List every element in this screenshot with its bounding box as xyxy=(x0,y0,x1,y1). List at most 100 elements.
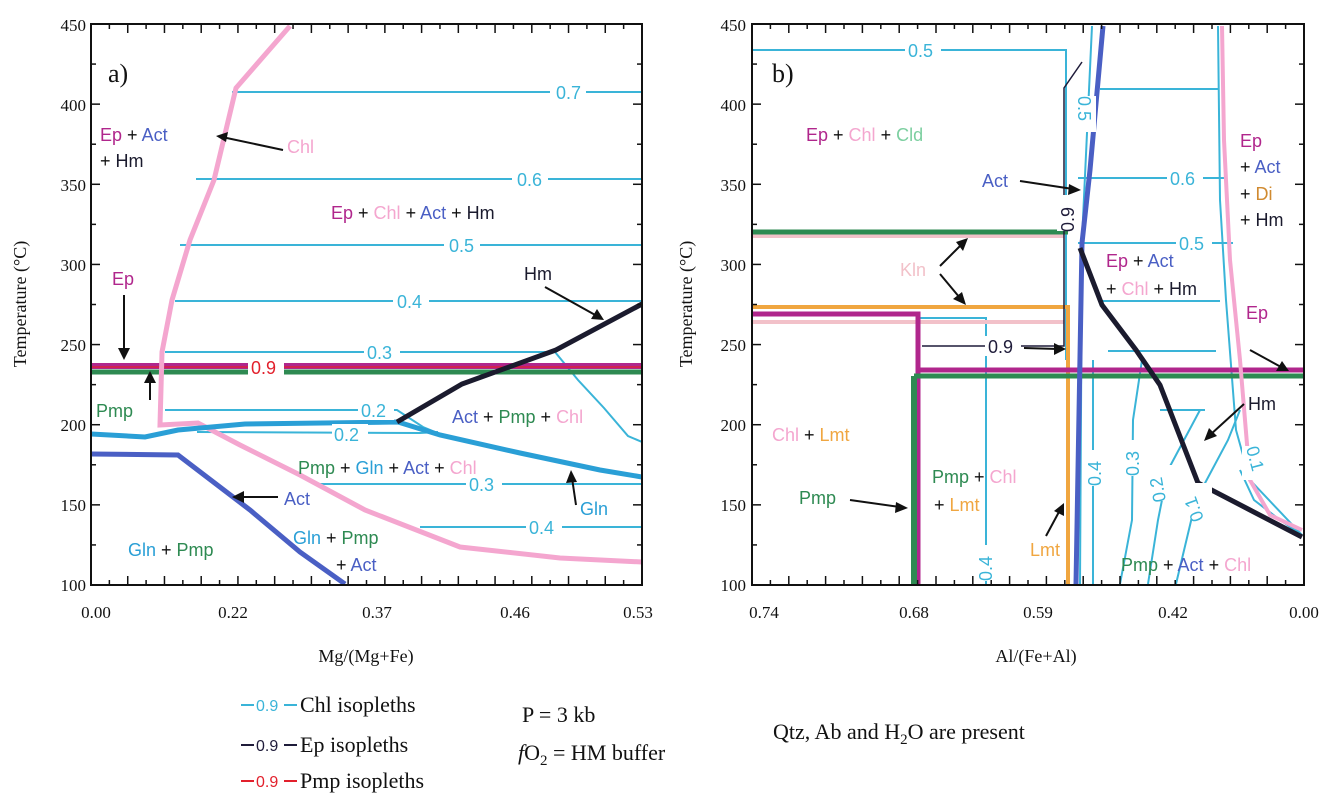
y-tick-label: 150 xyxy=(61,496,87,515)
x-tick-label: 0.22 xyxy=(218,603,248,622)
field-ep-act-hm: Ep + Act xyxy=(100,125,168,145)
curve-label-ep-b: Ep xyxy=(1246,303,1268,323)
field-ep-act-chl-hm: Ep + Act xyxy=(1106,251,1174,271)
curve-label-hm: Hm xyxy=(524,264,552,284)
y-tick-label: 300 xyxy=(61,256,87,275)
field-chl-lmt: Chl + Lmt xyxy=(772,425,850,445)
panel-a: 0.7 0.6 0.5 0.4 0.3 0.9 0.2 0.2 0.3 0.4 … xyxy=(10,16,653,667)
arrow-ep-b xyxy=(1249,349,1282,368)
panel-b-label: b) xyxy=(772,59,794,88)
ep-boundary-right xyxy=(1220,25,1303,532)
isopleth-label: 0.5 xyxy=(908,41,933,61)
field-act-pmp-chl: Act + Pmp + Chl xyxy=(452,407,583,427)
y-tick-label: 350 xyxy=(721,176,747,195)
panel-a-label: a) xyxy=(108,59,128,88)
x-tick-label: 0.37 xyxy=(362,603,392,622)
arrowhead xyxy=(953,292,966,305)
arrowhead xyxy=(232,491,244,503)
arrowhead xyxy=(118,348,130,360)
y-tick-label: 200 xyxy=(721,416,747,435)
arrow-hm xyxy=(544,286,598,317)
pressure-condition: P = 3 kb xyxy=(522,702,595,727)
arrowhead xyxy=(566,470,577,483)
isopleth-label: 0.4 xyxy=(397,292,422,312)
isopleth-label: 0.3 xyxy=(469,475,494,495)
arrow-lmt-b xyxy=(1045,509,1061,537)
isopleth-label: 0.3 xyxy=(1123,451,1143,476)
field-ep-act-di-hm: Ep xyxy=(1240,131,1262,151)
arrow-pmp-b xyxy=(849,499,901,508)
panel-a-x-tick-labels: 0.00 0.22 0.37 0.46 0.53 xyxy=(81,603,653,622)
arrow-kln-up xyxy=(939,243,963,267)
panel-b-x-tick-labels: 0.74 0.68 0.59 0.42 0.00 xyxy=(749,603,1319,622)
panel-a-ylabel: Temperature (°C) xyxy=(10,241,31,367)
chl-boundary xyxy=(157,24,642,565)
hm-boundary xyxy=(395,301,642,425)
legend-item-pmp: 0.9 Pmp isopleths xyxy=(241,768,424,793)
y-tick-label: 400 xyxy=(61,96,87,115)
field-pmp-chl-lmt: Pmp + Chl xyxy=(932,467,1017,487)
isopleth-label: 0.5 xyxy=(449,236,474,256)
y-tick-label: 250 xyxy=(721,336,747,355)
y-tick-label: 150 xyxy=(721,496,747,515)
x-tick-label: 0.68 xyxy=(899,603,929,622)
arrow-kln-down xyxy=(939,273,961,299)
arrowhead xyxy=(216,132,228,142)
chl-isopleth-low xyxy=(920,317,987,584)
panel-a-field-labels: Ep + Act + Hm Ep + Chl + Act + Hm Act + … xyxy=(96,125,608,575)
x-tick-label: 0.74 xyxy=(749,603,779,622)
panel-b-ticks xyxy=(751,23,1305,586)
isopleth-label: 0.9 xyxy=(1058,207,1078,232)
y-tick-label: 450 xyxy=(721,16,747,35)
legend-text-ep: Ep isopleths xyxy=(300,732,408,757)
panel-a-isopleth-labels: 0.7 0.6 0.5 0.4 0.3 0.9 0.2 0.2 0.3 0.4 xyxy=(248,82,586,538)
curve-label-pmp: Pmp xyxy=(96,401,133,421)
x-tick-label: 0.59 xyxy=(1023,603,1053,622)
curve-label-act-b: Act xyxy=(982,171,1008,191)
curve-label-lmt-b: Lmt xyxy=(1030,540,1060,560)
isopleth-label: 0.4 xyxy=(1085,461,1105,486)
panel-a-y-tick-labels: 100 150 200 250 300 350 400 450 xyxy=(61,16,87,595)
chl-isopleth-03-upper xyxy=(165,351,642,443)
curve-label-kln: Kln xyxy=(900,260,926,280)
panel-a-ticks xyxy=(90,23,643,586)
arrowhead xyxy=(1054,343,1066,355)
arrowhead xyxy=(591,309,604,320)
panel-b: 0.5 0.5 0.6 0.5 0.9 0.9 0.4 0.4 0.3 0.2 … xyxy=(676,16,1319,667)
fo2-condition: fO2 = HM buffer xyxy=(518,740,666,769)
arrowhead xyxy=(144,371,156,383)
field-pmp-act-chl: Pmp + Act + Chl xyxy=(1121,555,1251,575)
isopleth-label: 0.5 xyxy=(1179,234,1204,254)
field-ep-act-di-hm-line2: + Act xyxy=(1240,157,1281,177)
ep-boundary-b xyxy=(752,311,921,584)
panel-b-field-labels: Ep + Chl + Cld Ep + Act + Di + Hm Ep + A… xyxy=(772,125,1289,575)
arrow-ep-isopleth-b xyxy=(1023,347,1059,350)
arrowhead xyxy=(1068,184,1081,195)
lmt-boundary xyxy=(752,305,1070,584)
legend-item-chl: 0.9 Chl isopleths xyxy=(241,692,416,717)
arrowhead xyxy=(1204,428,1217,441)
panel-b-xlabel: Al/(Fe+Al) xyxy=(995,646,1076,667)
arrowhead xyxy=(1054,503,1064,516)
isopleth-label: 0.6 xyxy=(1170,169,1195,189)
y-tick-label: 450 xyxy=(61,16,87,35)
field-pmp-chl-lmt-line2: + Lmt xyxy=(934,495,980,515)
arrow-act-b xyxy=(1019,180,1074,190)
curve-label-chl: Chl xyxy=(287,137,314,157)
x-tick-label: 0.42 xyxy=(1158,603,1188,622)
curve-label-hm-b: Hm xyxy=(1248,394,1276,414)
curve-label-gln: Gln xyxy=(580,499,608,519)
field-gln-pmp-act-line2: + Act xyxy=(336,555,377,575)
field-ep-act-di-hm-line4: + Hm xyxy=(1240,210,1284,230)
y-tick-label: 250 xyxy=(61,336,87,355)
hm-boundary-b xyxy=(1077,247,1304,540)
arrowhead xyxy=(895,502,908,513)
chl-isopleth-02-lower xyxy=(196,431,439,435)
panel-a-xlabel: Mg/(Mg+Fe) xyxy=(318,646,413,667)
curve-label-pmp-b: Pmp xyxy=(799,488,836,508)
field-pmp-gln-act-chl: Pmp + Gln + Act + Chl xyxy=(298,458,477,478)
field-ep-chl-act-hm: Ep + Chl + Act + Hm xyxy=(331,203,495,223)
legend-item-ep: 0.9 Ep isopleths xyxy=(241,732,408,757)
legend-value-chl: 0.9 xyxy=(256,698,278,715)
